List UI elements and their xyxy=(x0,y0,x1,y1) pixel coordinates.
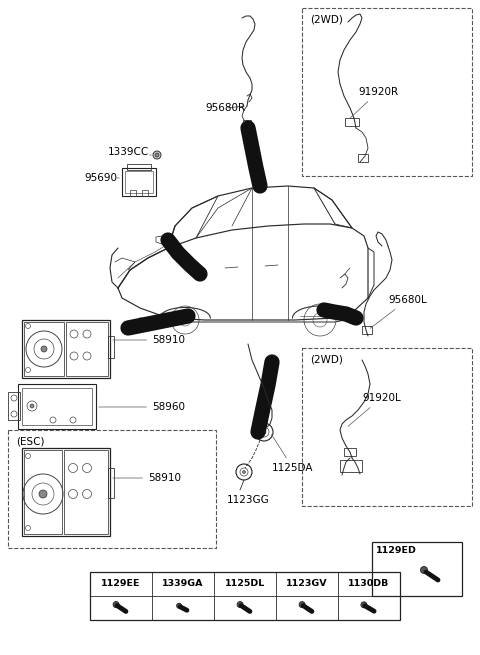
Text: 58960: 58960 xyxy=(99,402,185,412)
Bar xyxy=(64,450,108,534)
Bar xyxy=(362,326,372,334)
Bar xyxy=(24,450,62,534)
Circle shape xyxy=(177,603,181,608)
Text: 1123GV: 1123GV xyxy=(286,580,328,588)
Circle shape xyxy=(155,153,159,157)
Bar xyxy=(243,120,251,126)
Bar xyxy=(22,388,92,425)
Circle shape xyxy=(113,601,119,608)
Circle shape xyxy=(262,430,266,434)
Bar xyxy=(22,320,110,378)
Text: (ESC): (ESC) xyxy=(16,437,45,447)
Circle shape xyxy=(30,404,34,408)
Text: 1129EE: 1129EE xyxy=(101,580,141,588)
Text: 58910: 58910 xyxy=(113,335,185,345)
Text: 1125DL: 1125DL xyxy=(225,580,265,588)
Text: 91920R: 91920R xyxy=(350,87,398,118)
Circle shape xyxy=(237,601,243,608)
Bar xyxy=(302,348,472,506)
Bar xyxy=(130,190,136,196)
Bar xyxy=(340,460,362,472)
Text: (2WD): (2WD) xyxy=(310,355,343,365)
Text: 1125DA: 1125DA xyxy=(272,434,313,473)
Bar xyxy=(108,336,114,358)
Bar xyxy=(127,164,151,170)
Bar xyxy=(24,322,64,376)
Circle shape xyxy=(39,490,47,498)
Bar xyxy=(22,448,110,536)
Bar xyxy=(18,384,96,429)
Text: 1123GG: 1123GG xyxy=(227,495,269,505)
Text: 95680R: 95680R xyxy=(205,103,245,113)
Bar xyxy=(358,154,368,162)
Text: 95680L: 95680L xyxy=(370,295,427,328)
Circle shape xyxy=(299,601,305,608)
Text: 1339CC: 1339CC xyxy=(108,147,149,157)
Text: (2WD): (2WD) xyxy=(310,15,343,25)
Bar xyxy=(142,190,148,196)
Bar xyxy=(344,448,356,456)
Bar xyxy=(302,8,472,176)
Bar xyxy=(125,171,153,193)
Circle shape xyxy=(153,151,161,159)
Text: 91920L: 91920L xyxy=(348,393,401,426)
Text: 95690: 95690 xyxy=(84,173,117,183)
Bar xyxy=(372,542,462,596)
Circle shape xyxy=(242,470,245,474)
Bar xyxy=(8,430,216,548)
Text: 58910: 58910 xyxy=(113,473,181,483)
Circle shape xyxy=(420,567,428,574)
Circle shape xyxy=(41,346,47,352)
Bar xyxy=(66,322,108,376)
Text: 1130DB: 1130DB xyxy=(348,580,390,588)
Text: 1129ED: 1129ED xyxy=(376,546,417,555)
Bar xyxy=(90,572,400,620)
Bar xyxy=(345,118,359,126)
Text: 1339GA: 1339GA xyxy=(162,580,204,588)
Bar xyxy=(122,168,156,196)
Bar xyxy=(8,392,20,420)
Circle shape xyxy=(361,602,367,608)
Bar xyxy=(108,468,114,498)
